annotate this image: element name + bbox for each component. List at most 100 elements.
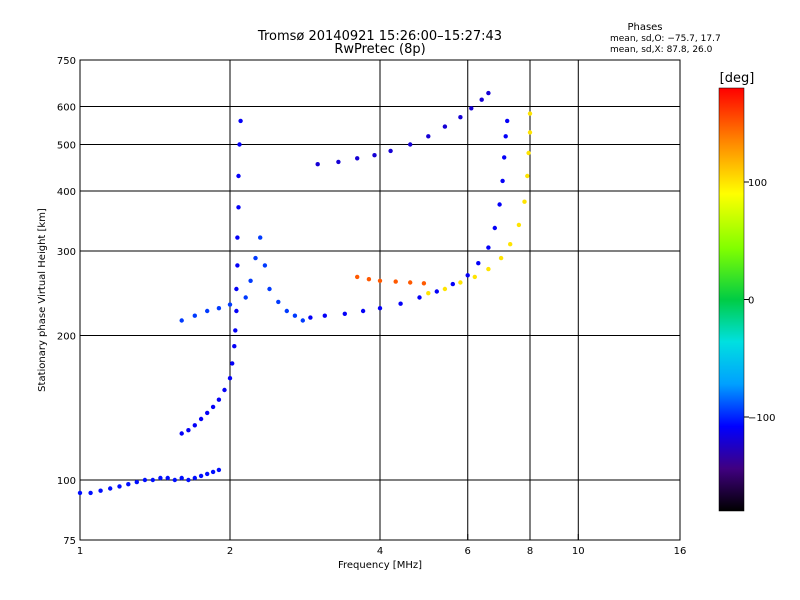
data-point <box>233 328 238 333</box>
stats-line-x: mean, sd,X: 87.8, 26.0 <box>610 45 713 55</box>
data-point <box>210 404 216 410</box>
data-point <box>236 205 241 210</box>
chart-subtitle: RwPretec (8p) <box>334 42 425 57</box>
data-point <box>486 266 491 272</box>
data-point <box>230 361 235 366</box>
data-point <box>258 235 263 240</box>
data-point <box>179 431 184 436</box>
data-point <box>308 315 313 320</box>
data-point <box>508 242 513 247</box>
data-point <box>234 286 239 292</box>
x-axis-ticks: 1 2 4 6 8 10 16 <box>77 534 687 557</box>
data-point <box>486 90 491 96</box>
data-point <box>192 313 197 318</box>
data-point <box>486 245 491 250</box>
data-point <box>227 302 233 307</box>
data-point <box>238 118 243 124</box>
x-tick-label: 6 <box>465 546 471 557</box>
colorbar-tick-label: −100 <box>748 413 775 424</box>
y-tick-label: 600 <box>57 103 76 114</box>
data-point <box>192 475 197 481</box>
data-point <box>292 313 298 318</box>
data-point <box>421 281 427 286</box>
data-point <box>458 115 463 120</box>
y-tick-label: 750 <box>57 56 76 67</box>
data-point <box>179 475 184 481</box>
y-tick-label: 400 <box>57 187 76 198</box>
data-point <box>205 410 210 416</box>
data-point <box>276 299 281 305</box>
data-point <box>527 130 533 135</box>
data-point <box>426 291 431 296</box>
colorbar-tick-label: 0 <box>748 296 754 307</box>
x-tick-label: 1 <box>77 546 83 557</box>
data-point <box>469 106 474 111</box>
colorbar-tick-label: 100 <box>748 178 767 189</box>
data-point <box>377 306 383 311</box>
chart-title: Tromsø 20140921 15:26:00–15:27:43 <box>257 29 502 44</box>
data-point <box>108 486 113 491</box>
y-tick-label: 200 <box>57 332 76 343</box>
data-point <box>372 153 377 158</box>
x-tick-label: 8 <box>527 546 533 557</box>
data-point <box>472 274 477 280</box>
stats-line-o: mean, sd,O: −75.7, 17.7 <box>610 34 721 44</box>
data-point <box>142 477 148 483</box>
data-point <box>205 471 210 477</box>
data-point <box>502 155 507 160</box>
data-point <box>342 311 347 316</box>
x-tick-label: 16 <box>674 546 687 557</box>
data-point <box>360 308 366 314</box>
data-point <box>205 308 210 314</box>
data-point <box>232 344 237 349</box>
data-point <box>434 289 439 294</box>
data-point <box>134 479 139 485</box>
data-point <box>426 134 431 139</box>
data-point <box>497 202 502 207</box>
data-point <box>126 482 131 487</box>
data-point <box>500 178 505 184</box>
data-point <box>492 225 497 231</box>
data-point <box>526 150 531 156</box>
y-tick-label: 300 <box>57 247 76 258</box>
data-point <box>366 277 372 282</box>
y-tick-label: 500 <box>57 141 76 152</box>
data-point <box>450 281 455 287</box>
y-tick-label: 75 <box>63 536 76 547</box>
data-point <box>216 467 222 473</box>
data-point <box>377 278 383 283</box>
data-point <box>248 278 253 283</box>
data-point <box>198 473 204 479</box>
data-point <box>216 397 222 402</box>
colorbar <box>718 87 745 512</box>
x-tick-label: 10 <box>572 546 585 557</box>
data-point <box>98 488 103 493</box>
data-point <box>235 263 240 268</box>
data-point <box>150 477 155 483</box>
data-point <box>179 318 184 323</box>
x-axis-label: Frequency [MHz] <box>338 560 422 571</box>
data-point <box>77 490 83 496</box>
grid <box>80 60 680 540</box>
data-point <box>503 134 508 139</box>
data-point <box>498 255 504 261</box>
data-point <box>227 376 233 381</box>
data-point <box>165 475 170 481</box>
data-point <box>172 477 177 483</box>
colorbar-ticks: 100 0 −100 <box>744 178 775 424</box>
data-point <box>262 263 268 268</box>
data-point <box>408 280 413 285</box>
data-point <box>243 295 248 300</box>
data-point <box>117 484 122 489</box>
data-point <box>236 173 241 179</box>
data-point <box>186 428 191 433</box>
data-point <box>525 173 530 179</box>
x-tick-label: 4 <box>377 546 383 557</box>
data-point <box>216 306 222 311</box>
data-point <box>300 318 305 323</box>
data-point <box>284 308 289 314</box>
y-axis-label: Stationary phase Virtual Height [km] <box>37 208 48 392</box>
y-axis-ticks: 75 100 200 300 400 500 600 750 <box>57 56 76 547</box>
data-point <box>442 124 448 129</box>
